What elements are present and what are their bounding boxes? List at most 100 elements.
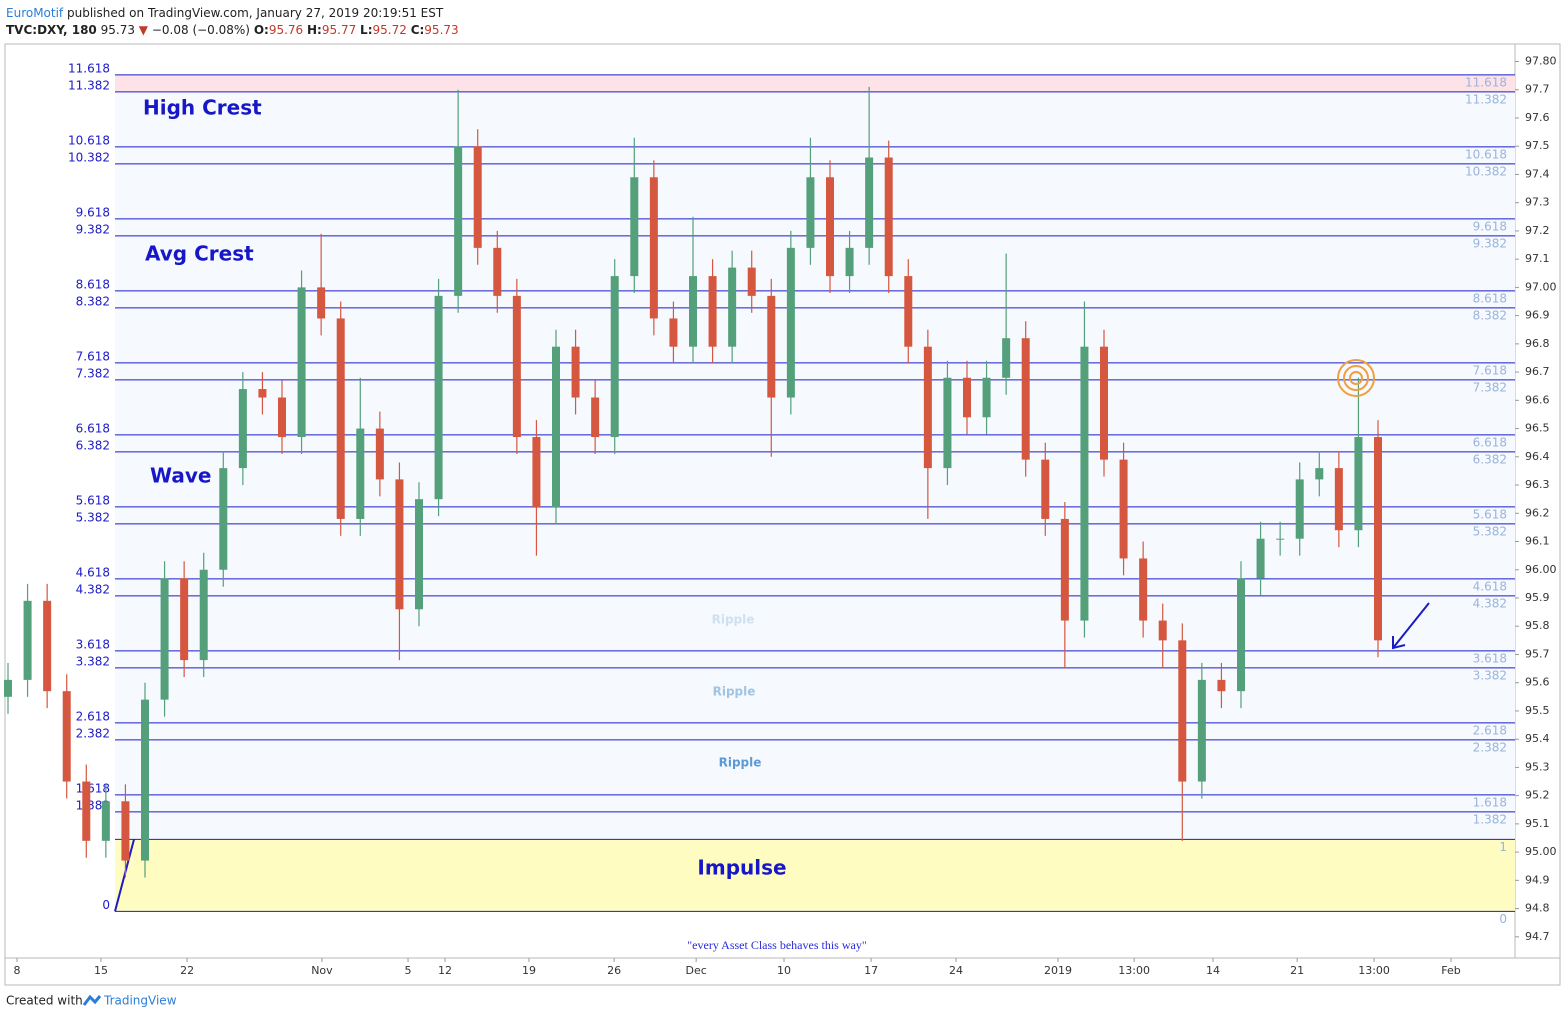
fib-label-left: 5.382 (76, 510, 110, 524)
tv-logo (82, 994, 102, 1006)
o: 95.76 (269, 23, 303, 37)
candle-body (1276, 538, 1285, 540)
o-label: O: (254, 23, 269, 37)
candle-body (1119, 459, 1128, 559)
candle-body (199, 569, 208, 661)
fib-label-right: 0 (1499, 912, 1507, 926)
y-tick-label: 95.3 (1525, 760, 1550, 773)
fib-label-left: 6.382 (76, 438, 110, 452)
y-tick-label: 97.2 (1525, 224, 1550, 237)
candle-body (963, 377, 971, 418)
candle-body (884, 157, 893, 277)
fib-label-right: 10.382 (1465, 164, 1507, 178)
fib-label-right: 2.618 (1473, 723, 1507, 737)
annotation: Avg Crest (145, 242, 254, 266)
candle-body (1060, 518, 1069, 621)
fib-band (115, 722, 1515, 740)
fib-label-right: 9.618 (1473, 219, 1507, 233)
candle-body (591, 397, 600, 438)
candle-body (1315, 468, 1324, 480)
x-tick-label: 19 (522, 964, 536, 977)
candle-body (845, 247, 854, 277)
candle-body (1237, 578, 1245, 692)
fib-band (115, 739, 1515, 795)
candle-body (1158, 620, 1167, 641)
y-tick-label: 95.9 (1525, 591, 1550, 604)
candle-body (336, 318, 345, 519)
c: 95.73 (424, 23, 458, 37)
fib-band (115, 163, 1515, 219)
y-tick-label: 96.1 (1525, 535, 1550, 548)
fib-label-right: 10.618 (1465, 147, 1507, 161)
y-tick-label: 95.4 (1525, 732, 1550, 745)
candle-body (23, 600, 32, 680)
candle-body (747, 267, 756, 296)
candle-body (571, 346, 580, 398)
fib-band (115, 235, 1515, 291)
x-tick-label: 22 (180, 964, 194, 977)
fib-label-right: 1 (1499, 840, 1507, 854)
fib-label-left: 4.618 (76, 565, 110, 579)
x-tick-label: 2019 (1044, 964, 1072, 977)
symbol: TVC:DXY, 180 (6, 23, 97, 37)
candle-body (630, 177, 639, 277)
candle-body (1080, 346, 1089, 621)
candle-body (728, 267, 737, 347)
fib-label-left: 9.618 (76, 205, 110, 219)
y-tick-label: 95.5 (1525, 704, 1550, 717)
candle-body (317, 287, 326, 319)
candle-body (121, 801, 130, 861)
fib-label-left: 9.382 (76, 222, 110, 236)
x-tick-label: 8 (14, 964, 21, 977)
y-tick-label: 96.5 (1525, 422, 1550, 435)
fib-label-left: 2.382 (76, 726, 110, 740)
fib-trend-line (114, 839, 135, 912)
candle-body (1256, 538, 1265, 579)
author[interactable]: EuroMotif (6, 6, 64, 20)
fib-label-right: 5.382 (1473, 524, 1507, 538)
quote: "every Asset Class behaves this way" (687, 938, 867, 952)
fib-label-right: 5.618 (1473, 507, 1507, 521)
candle-body (689, 276, 697, 347)
candle-body (395, 479, 404, 610)
fib-label-right: 8.382 (1473, 308, 1507, 322)
y-tick-label: 95.6 (1525, 676, 1550, 689)
fib-band (115, 506, 1515, 524)
frame (4, 43, 1561, 986)
y-tick-label: 94.8 (1525, 902, 1550, 915)
annotation: Ripple (712, 613, 755, 627)
candle-body (62, 691, 71, 782)
y-tick-label: 95.2 (1525, 789, 1550, 802)
candle-body (141, 699, 149, 861)
y-tick-label: 96.6 (1525, 393, 1550, 406)
fib-label-left: 8.382 (76, 294, 110, 308)
fib-band (115, 146, 1515, 164)
candle-body (767, 295, 776, 398)
y-tick-label: 95.8 (1525, 619, 1550, 632)
candle-body (101, 801, 110, 841)
candle-body (1354, 437, 1363, 531)
candle-body (82, 781, 91, 841)
fib-band (115, 667, 1515, 723)
fib-band (115, 595, 1515, 651)
candle-body (943, 377, 952, 469)
fib-band (115, 650, 1515, 668)
x-tick-label: 14 (1206, 964, 1220, 977)
last: 95.73 (101, 23, 135, 37)
x-tick-label: 12 (438, 964, 452, 977)
candle-body (649, 177, 658, 319)
candle-body (904, 276, 913, 347)
fib-label-right: 7.618 (1473, 363, 1507, 377)
fib-band (115, 451, 1515, 507)
annotation: Ripple (719, 756, 762, 770)
fib-band (115, 434, 1515, 452)
fib-label-right: 8.618 (1473, 291, 1507, 305)
fib-band (115, 794, 1515, 812)
tradingview-link[interactable]: TradingView (103, 994, 177, 1008)
candle-body (493, 247, 502, 296)
y-tick-label: 96.4 (1525, 450, 1550, 463)
arrow (1392, 602, 1430, 650)
x-tick-label: 24 (949, 964, 963, 977)
candle-body (708, 276, 717, 347)
candle-body (43, 600, 52, 692)
